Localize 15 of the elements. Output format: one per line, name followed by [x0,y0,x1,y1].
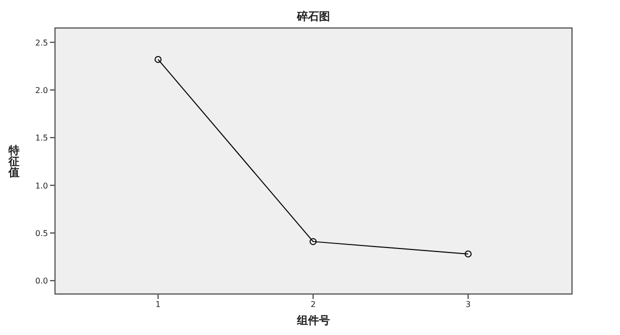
point [154,56,162,63]
x-tick-label: 2 [310,300,316,309]
y-tick-label: 1.5 [35,134,48,143]
chart-title: 碎石图 [296,10,330,23]
y-tick-label: 1.0 [35,181,48,190]
x-tick-label: 3 [466,300,471,309]
x-axis-title: 组件号 [296,314,330,327]
point [464,250,472,258]
y-axis-title: 特征值 [8,144,20,179]
y-tick-label: 0.0 [35,276,48,286]
y-tick-label: 2.0 [35,86,48,95]
point [310,238,317,246]
y-tick-label: 2.5 [35,38,48,48]
x-tick-label: 1 [156,300,161,309]
y-tick-label: 0.5 [35,228,48,238]
